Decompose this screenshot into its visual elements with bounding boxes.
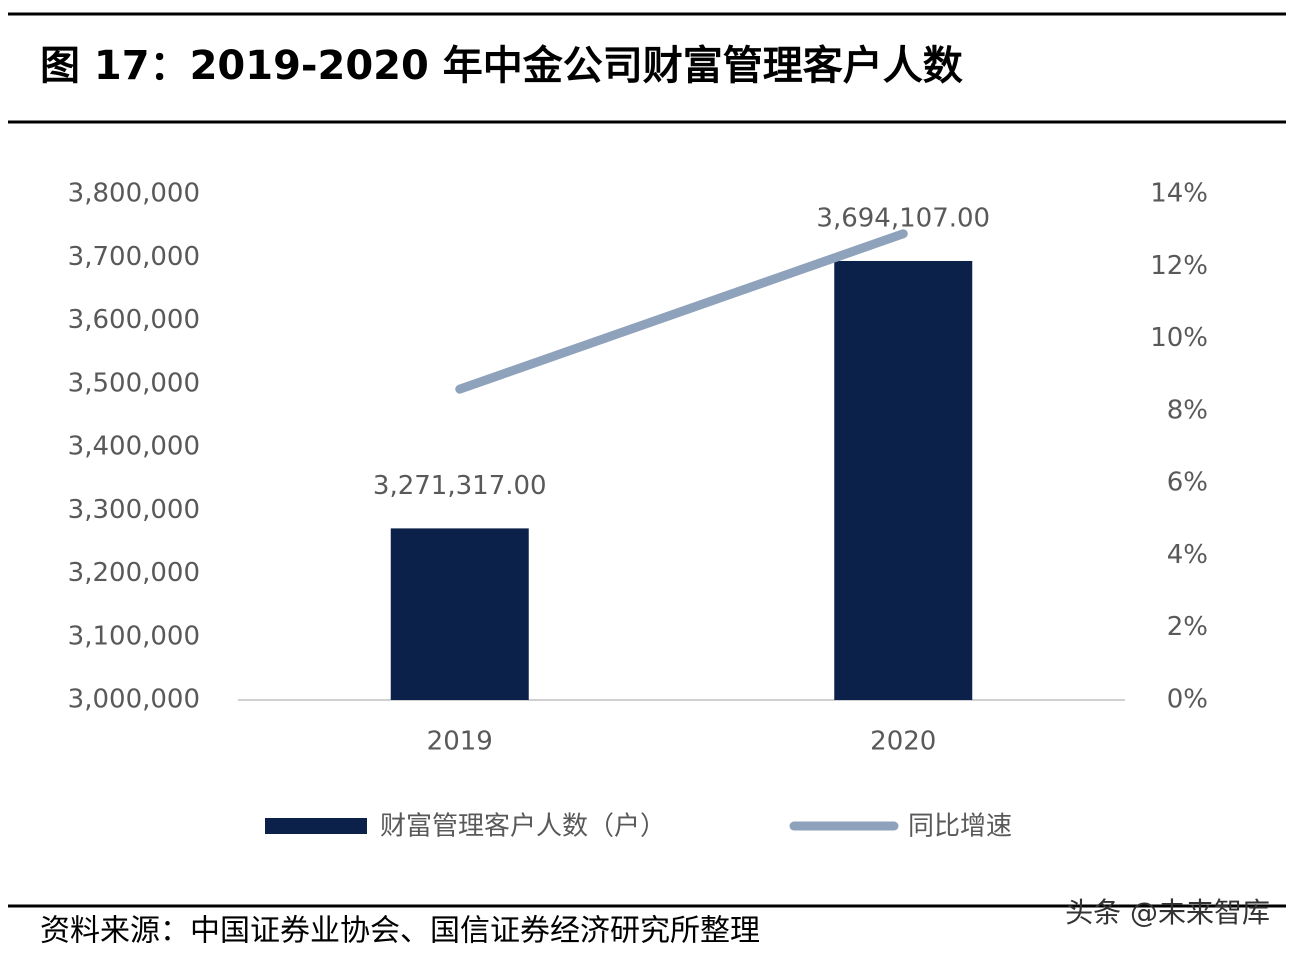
bar bbox=[834, 260, 973, 700]
y2-tick-label: 8% bbox=[1167, 395, 1208, 425]
y2-tick-label: 10% bbox=[1150, 323, 1208, 353]
data-label: 3,694,107.00 bbox=[816, 203, 990, 233]
bar bbox=[390, 528, 529, 700]
x-tick-label: 2019 bbox=[427, 727, 493, 757]
y2-tick-label: 12% bbox=[1150, 251, 1208, 281]
source-note: 资料来源：中国证券业协会、国信证券经济研究所整理 bbox=[40, 914, 760, 949]
line bbox=[455, 229, 908, 394]
x-tick-label: 2020 bbox=[870, 727, 936, 757]
y2-tick-label: 14% bbox=[1150, 179, 1208, 209]
y-tick-label: 3,800,000 bbox=[68, 179, 200, 209]
y2-tick-label: 2% bbox=[1167, 612, 1208, 642]
legend-label: 同比增速 bbox=[908, 812, 1012, 842]
y-tick-label: 3,700,000 bbox=[68, 242, 200, 272]
y-tick-label: 3,400,000 bbox=[68, 432, 200, 462]
y-tick-label: 3,500,000 bbox=[68, 368, 200, 398]
y-tick-label: 3,200,000 bbox=[68, 558, 200, 588]
data-label: 3,271,317.00 bbox=[373, 471, 547, 501]
y-tick-label: 3,300,000 bbox=[68, 495, 200, 525]
y2-tick-label: 6% bbox=[1167, 468, 1208, 498]
y-tick-label: 3,600,000 bbox=[68, 305, 200, 335]
watermark: 头条 @未来智库 bbox=[1065, 896, 1270, 929]
legend-label: 财富管理客户人数（户） bbox=[380, 812, 666, 842]
y2-tick-label: 4% bbox=[1167, 540, 1208, 570]
legend-swatch bbox=[265, 818, 367, 834]
y-tick-label: 3,100,000 bbox=[68, 621, 200, 651]
y2-tick-label: 0% bbox=[1167, 685, 1208, 715]
chart-title: 图 17：2019-2020 年中金公司财富管理客户人数 bbox=[40, 43, 963, 89]
y-tick-label: 3,000,000 bbox=[68, 685, 200, 715]
